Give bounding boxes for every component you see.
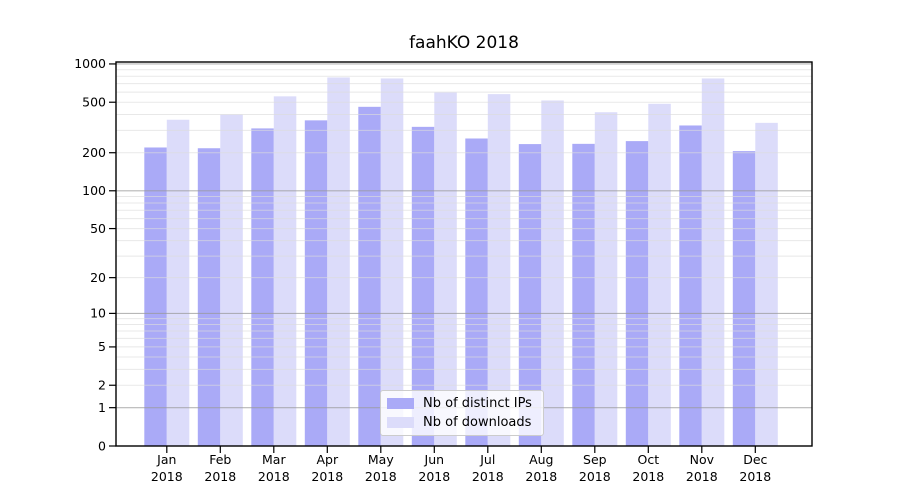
x-tick-label-year: 2018 bbox=[525, 469, 557, 484]
x-tick-label-month: Jun bbox=[424, 452, 445, 467]
legend-item-downloads: Nb of downloads bbox=[387, 416, 543, 429]
bar-distinct-ips bbox=[625, 141, 649, 446]
bar-distinct-ips bbox=[679, 125, 702, 447]
bar-downloads bbox=[541, 100, 564, 447]
x-tick-label-year: 2018 bbox=[151, 469, 183, 484]
bar-downloads bbox=[273, 96, 297, 446]
bar-distinct-ips bbox=[304, 120, 328, 447]
bar-distinct-ips bbox=[411, 126, 435, 447]
x-tick-label-month: Nov bbox=[690, 452, 715, 467]
x-tick-label-month: Jul bbox=[479, 452, 495, 467]
x-tick-label-month: Aug bbox=[529, 452, 553, 467]
plot-border bbox=[115, 61, 813, 447]
y-tick-label: 500 bbox=[82, 95, 106, 110]
y-tick-label: 0 bbox=[98, 438, 106, 453]
y-tick-label: 200 bbox=[82, 145, 106, 160]
y-tick-label: 2 bbox=[98, 378, 106, 393]
x-tick-label-month: Sep bbox=[583, 452, 607, 467]
bar-distinct-ips bbox=[358, 106, 381, 446]
x-tick-label-year: 2018 bbox=[579, 469, 611, 484]
y-tick-label: 50 bbox=[90, 221, 106, 236]
bar-downloads bbox=[380, 78, 404, 447]
bar-distinct-ips bbox=[518, 144, 542, 447]
bar-distinct-ips bbox=[197, 148, 221, 446]
legend-label-distinct-ips: Nb of distinct IPs bbox=[423, 396, 532, 411]
y-tick-label: 100 bbox=[82, 183, 106, 198]
x-tick-label-year: 2018 bbox=[632, 469, 664, 484]
legend-item-distinct-ips: Nb of distinct IPs bbox=[387, 397, 543, 410]
bar-downloads bbox=[648, 103, 671, 446]
x-tick-label-month: Oct bbox=[637, 452, 659, 467]
bar-distinct-ips bbox=[144, 147, 167, 446]
x-tick-label-month: May bbox=[368, 452, 394, 467]
legend: Nb of distinct IPs Nb of downloads bbox=[380, 390, 544, 436]
bar-downloads bbox=[434, 92, 457, 446]
x-tick-label-year: 2018 bbox=[365, 469, 397, 484]
y-tick-label: 1 bbox=[98, 400, 106, 415]
bar-distinct-ips bbox=[251, 128, 274, 446]
chart-title: faahKO 2018 bbox=[409, 33, 519, 53]
y-tick-label: 5 bbox=[98, 339, 106, 354]
x-tick-label-year: 2018 bbox=[204, 469, 236, 484]
bar-downloads bbox=[701, 78, 725, 447]
bar-distinct-ips bbox=[732, 151, 756, 446]
bar-downloads bbox=[166, 119, 190, 446]
legend-swatch-downloads bbox=[387, 417, 414, 428]
x-tick-label-month: Apr bbox=[316, 452, 338, 467]
bar-downloads bbox=[594, 112, 618, 446]
legend-swatch-distinct-ips bbox=[387, 398, 414, 409]
x-tick-label-year: 2018 bbox=[311, 469, 343, 484]
y-tick-label: 1000 bbox=[74, 56, 106, 71]
x-tick-label-year: 2018 bbox=[686, 469, 718, 484]
x-tick-label-year: 2018 bbox=[472, 469, 504, 484]
bar-downloads bbox=[327, 77, 350, 446]
x-tick-label-year: 2018 bbox=[739, 469, 771, 484]
x-tick-label-month: Mar bbox=[262, 452, 286, 467]
bar-downloads bbox=[220, 114, 243, 446]
y-tick-label: 10 bbox=[90, 306, 106, 321]
x-tick-label-month: Jan bbox=[156, 452, 176, 467]
x-tick-label-year: 2018 bbox=[258, 469, 290, 484]
x-tick-label-month: Feb bbox=[209, 452, 231, 467]
bar-downloads bbox=[487, 94, 511, 446]
bar-distinct-ips bbox=[572, 143, 595, 446]
x-tick-label-year: 2018 bbox=[418, 469, 450, 484]
x-tick-label-month: Dec bbox=[743, 452, 767, 467]
bar-downloads bbox=[755, 122, 778, 447]
legend-label-downloads: Nb of downloads bbox=[423, 415, 532, 430]
y-tick-label: 20 bbox=[90, 270, 106, 285]
